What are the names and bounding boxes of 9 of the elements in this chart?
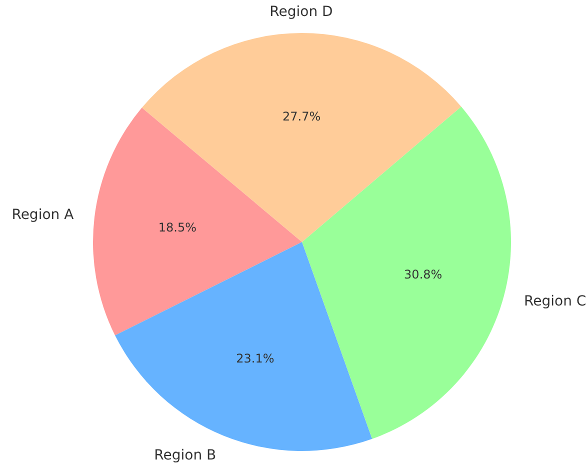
slice-label: Region C [524,294,586,310]
data-label: 23.1% [236,351,274,366]
slice-label: Region B [154,447,216,464]
data-label: 27.7% [282,110,321,124]
data-label: 30.8% [404,267,442,282]
slice-label: Region D [270,4,333,20]
slice-label: Region A [12,207,74,224]
data-label: 18.5% [158,220,197,234]
pie-slice [142,33,462,242]
